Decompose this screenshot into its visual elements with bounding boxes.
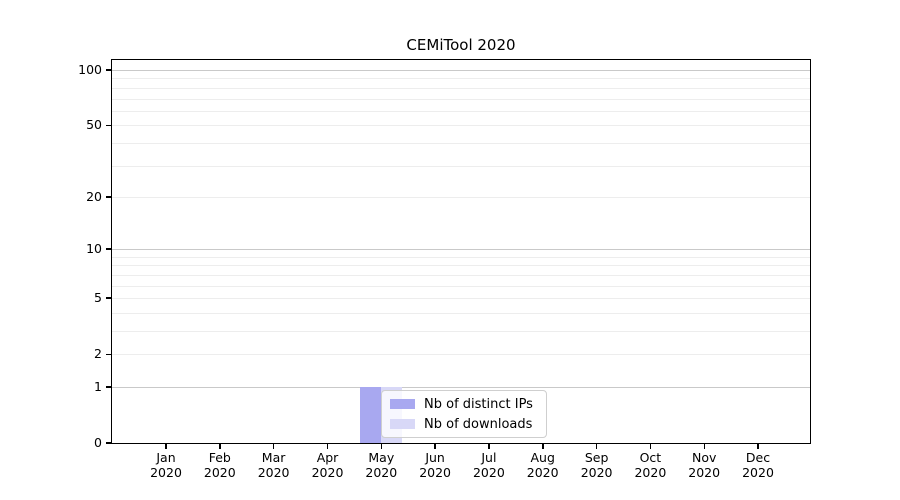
x-axis-tick [649, 443, 652, 449]
gridline-minor [112, 285, 810, 287]
gridline-minor [112, 78, 810, 80]
plot-area [112, 60, 810, 443]
x-axis-tick-label: Dec 2020 [726, 450, 790, 480]
x-axis-tick-label-line: Oct [639, 450, 662, 465]
x-axis-tick-label: Jan 2020 [134, 450, 198, 480]
x-axis-tick-label: Sep 2020 [565, 450, 629, 480]
gridline-minor [112, 87, 810, 89]
x-axis-tick [165, 443, 167, 449]
gridline-minor [112, 256, 810, 258]
gridline-minor [112, 196, 810, 198]
gridline-minor [112, 165, 810, 167]
x-axis-tick-label-line: 2020 [150, 465, 182, 480]
x-axis-tick-label-line: 2020 [365, 465, 398, 480]
gridline-minor [112, 125, 810, 127]
gridline-major [112, 387, 810, 388]
x-axis-tick-label: May 2020 [349, 450, 413, 480]
x-axis-tick-label: Oct 2020 [618, 450, 682, 480]
y-axis-tick [106, 124, 111, 126]
legend: Nb of distinct IPs Nb of downloads [381, 390, 547, 438]
gridline-minor [112, 98, 810, 100]
x-axis-tick-label-line: Sep [584, 450, 609, 465]
x-axis-tick-label-line: 2020 [688, 465, 721, 480]
x-axis-tick-label-line: Jan [156, 450, 176, 465]
y-axis-tick-label: 5 [94, 290, 102, 306]
legend-label-downloads: Nb of downloads [424, 416, 533, 432]
gridline-minor [112, 142, 810, 144]
x-axis-tick-label-line: Mar [261, 450, 286, 465]
x-axis-tick [542, 443, 544, 449]
x-axis-tick [434, 443, 436, 449]
chart-title: CEMiTool 2020 [406, 36, 516, 54]
x-axis-tick [380, 443, 382, 449]
y-axis-tick-label: 1 [94, 379, 102, 394]
gridline-minor [112, 331, 810, 332]
x-axis-tick-label: Jun 2020 [403, 450, 467, 480]
x-axis-tick [488, 443, 490, 449]
x-axis-tick [757, 443, 759, 449]
x-axis-tick-label-line: 2020 [203, 465, 236, 480]
x-axis-tick-label-line: 2020 [580, 465, 613, 480]
x-axis-tick [272, 443, 275, 449]
y-axis-tick-label: 50 [86, 117, 102, 133]
y-axis-tick-label: 20 [86, 188, 102, 204]
x-axis-tick [703, 443, 705, 449]
bar-nb-of-distinct-ips [360, 387, 382, 443]
legend-item-distinct-ips: Nb of distinct IPs [390, 397, 538, 412]
legend-label-distinct-ips: Nb of distinct IPs [424, 396, 533, 412]
gridline-minor [112, 354, 810, 356]
legend-item-downloads: Nb of downloads [390, 417, 538, 432]
x-axis-tick-label-line: 2020 [419, 465, 451, 480]
x-axis-tick-label-line: Feb [208, 450, 231, 465]
x-axis-tick-label-line: 2020 [257, 465, 290, 480]
x-axis-tick [219, 443, 221, 449]
y-axis-tick [106, 248, 111, 250]
x-axis-tick-label-line: 2020 [742, 465, 774, 480]
y-axis-tick [106, 69, 111, 71]
gridline-minor [112, 110, 810, 112]
gridline-minor [112, 298, 810, 300]
x-axis-tick-label-line: 2020 [472, 465, 505, 480]
x-axis-tick-label-line: Dec [745, 450, 771, 465]
x-axis-tick-label-line: 2020 [526, 465, 559, 480]
x-axis-tick-label-line: Aug [530, 450, 555, 465]
x-axis-tick-label: Feb 2020 [188, 450, 252, 480]
legend-swatch-distinct-ips-icon [390, 399, 415, 409]
gridline-minor [112, 274, 810, 276]
y-axis-tick [106, 196, 111, 198]
x-axis-tick-label-line: Jun [425, 450, 445, 465]
x-axis-tick-label-line: Jul [481, 450, 497, 465]
y-axis-tick [106, 442, 111, 444]
x-axis-tick-label: Aug 2020 [511, 450, 575, 480]
legend-swatch-downloads-icon [390, 419, 415, 429]
y-axis-tick-label: 0 [94, 435, 102, 450]
x-axis-tick-label: Apr 2020 [296, 450, 360, 480]
x-axis-tick-label-line: Apr [316, 450, 339, 465]
gridline-major [112, 249, 810, 251]
x-axis-tick-label-line: 2020 [634, 465, 667, 480]
y-axis-tick-label: 10 [86, 241, 102, 257]
x-axis-tick [326, 443, 329, 449]
x-axis-tick-label: Jul 2020 [457, 450, 521, 480]
gridline-minor [112, 265, 810, 267]
x-axis-tick-label-line: May [368, 450, 395, 465]
x-axis-tick-label-line: 2020 [311, 465, 344, 480]
x-axis-tick-label-line: Nov [691, 450, 717, 465]
x-axis-tick [595, 443, 598, 449]
y-axis-tick [106, 386, 111, 388]
y-axis-tick-label: 2 [94, 346, 102, 362]
y-axis-tick [106, 297, 111, 299]
gridline-major [112, 70, 810, 71]
x-axis-tick-label: Mar 2020 [242, 450, 306, 480]
y-axis-tick [106, 353, 111, 355]
y-axis-tick-label: 100 [78, 62, 102, 77]
x-axis-tick-label: Nov 2020 [672, 450, 736, 480]
gridline-minor [112, 312, 810, 314]
